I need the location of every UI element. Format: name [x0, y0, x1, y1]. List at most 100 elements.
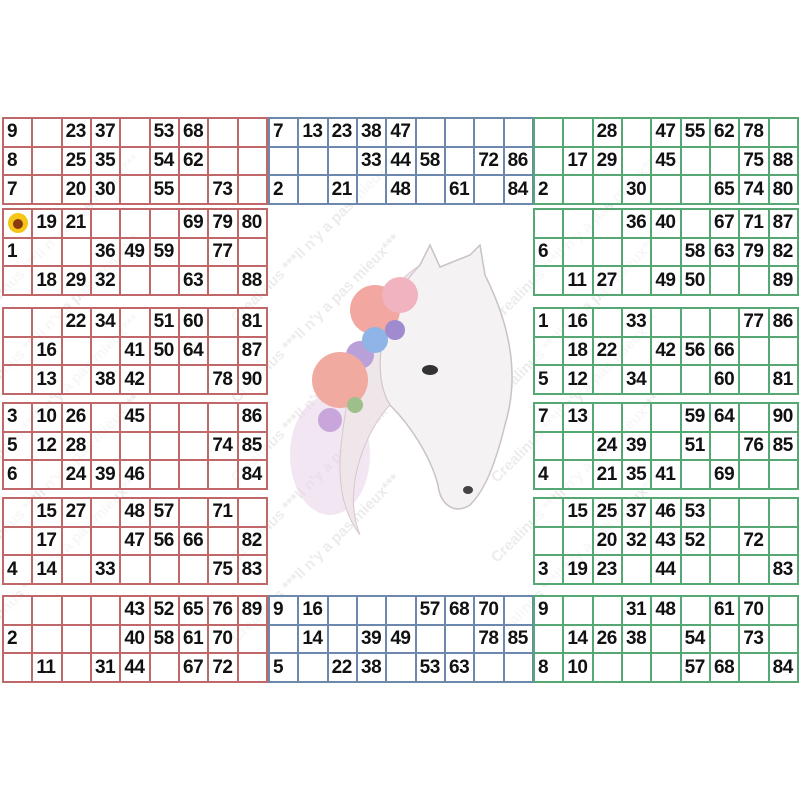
card-cell: [592, 175, 622, 204]
card-cell: 61: [445, 175, 475, 204]
card-cell: 49: [120, 237, 150, 267]
card-cell: 68: [445, 596, 475, 625]
card-cell: 51: [149, 308, 179, 337]
card-cell: 4: [3, 555, 33, 584]
card-cell: [269, 624, 299, 654]
card-cell: [622, 118, 652, 147]
card-cell: [651, 237, 681, 267]
card-cell: [208, 118, 238, 147]
card-cell: [149, 209, 179, 238]
card-cell: 46: [651, 498, 681, 527]
card-cell: [61, 555, 91, 584]
card-cell: [622, 336, 652, 366]
card-cell: 9: [534, 596, 564, 625]
card-cell: 36: [91, 237, 121, 267]
card-cell: 14: [563, 624, 593, 654]
card-cell: [179, 365, 209, 394]
card-cell: 78: [474, 624, 504, 654]
card-cell: [61, 336, 91, 366]
card-cell: 59: [149, 237, 179, 267]
card-cell: [680, 175, 710, 204]
card-cell: 11: [563, 266, 593, 295]
card-cell: [237, 118, 267, 147]
card-cell: 14: [298, 624, 328, 654]
bingo-card-left-5: 15 27 48 57 71 17 47 56 66 82 4 14 33 75 83: [2, 497, 268, 585]
card-cell: 76: [739, 431, 769, 461]
card-cell: 57: [149, 498, 179, 527]
card-cell: [651, 403, 681, 432]
bingo-card-right-3: 1 16 33 77 86 18 22 42 56 66 5 12 34 60 81: [533, 307, 799, 395]
card-cell: 83: [237, 555, 267, 584]
card-cell: [680, 209, 710, 238]
card-cell: 53: [415, 653, 445, 682]
card-cell: [3, 209, 33, 238]
card-cell: [534, 526, 564, 556]
card-cell: [651, 653, 681, 682]
card-cell: [563, 118, 593, 147]
card-cell: 56: [149, 526, 179, 556]
card-cell: 48: [651, 596, 681, 625]
card-cell: 35: [91, 146, 121, 176]
card-cell: 66: [179, 526, 209, 556]
card-cell: 89: [768, 266, 798, 295]
card-cell: 47: [651, 118, 681, 147]
card-cell: [474, 653, 504, 682]
card-cell: 58: [415, 146, 445, 176]
card-cell: 31: [91, 653, 121, 682]
card-cell: 28: [61, 431, 91, 461]
card-cell: [768, 596, 798, 625]
card-cell: 38: [91, 365, 121, 394]
card-cell: 70: [208, 624, 238, 654]
card-cell: 81: [768, 365, 798, 394]
card-cell: 24: [592, 431, 622, 461]
card-cell: 87: [237, 336, 267, 366]
card-cell: [739, 555, 769, 584]
card-cell: [622, 403, 652, 432]
card-cell: 40: [120, 624, 150, 654]
card-cell: [768, 498, 798, 527]
card-cell: [710, 526, 740, 556]
card-cell: [208, 266, 238, 295]
card-cell: 39: [622, 431, 652, 461]
card-cell: 61: [710, 596, 740, 625]
card-cell: [386, 653, 416, 682]
card-cell: 41: [120, 336, 150, 366]
card-cell: [32, 460, 62, 489]
bingo-card-left-1: 9 23 37 53 68 8 25 35 54 62 7 20 30 55 73: [2, 117, 268, 205]
card-cell: [710, 266, 740, 295]
card-cell: [120, 175, 150, 204]
card-cell: [592, 237, 622, 267]
card-cell: [32, 237, 62, 267]
card-cell: 81: [237, 308, 267, 337]
card-cell: [710, 308, 740, 337]
card-cell: [768, 336, 798, 366]
card-cell: [120, 118, 150, 147]
card-cell: 55: [149, 175, 179, 204]
card-cell: 35: [622, 460, 652, 489]
card-cell: [237, 653, 267, 682]
card-cell: [592, 209, 622, 238]
card-cell: 11: [32, 653, 62, 682]
card-cell: [3, 653, 33, 682]
card-cell: 77: [208, 237, 238, 267]
card-cell: [710, 624, 740, 654]
bingo-card-left-2: 19 21 69 79 80 1 36 49 59 77 18 29 32 63 88: [2, 208, 268, 296]
card-cell: 64: [710, 403, 740, 432]
card-cell: [149, 266, 179, 295]
card-cell: 80: [237, 209, 267, 238]
card-cell: 20: [61, 175, 91, 204]
card-cell: 6: [534, 237, 564, 267]
card-cell: [680, 365, 710, 394]
card-cell: 23: [592, 555, 622, 584]
card-cell: [563, 596, 593, 625]
bingo-card-middle-1: 7 13 23 38 47 33 44 58 72 86 2 21 48 61 84: [268, 117, 534, 205]
card-cell: 33: [357, 146, 387, 176]
card-cell: [208, 526, 238, 556]
card-cell: 25: [592, 498, 622, 527]
card-cell: [563, 175, 593, 204]
card-cell: [622, 146, 652, 176]
card-cell: [3, 336, 33, 366]
card-cell: 78: [208, 365, 238, 394]
card-cell: 18: [563, 336, 593, 366]
card-cell: [3, 266, 33, 295]
